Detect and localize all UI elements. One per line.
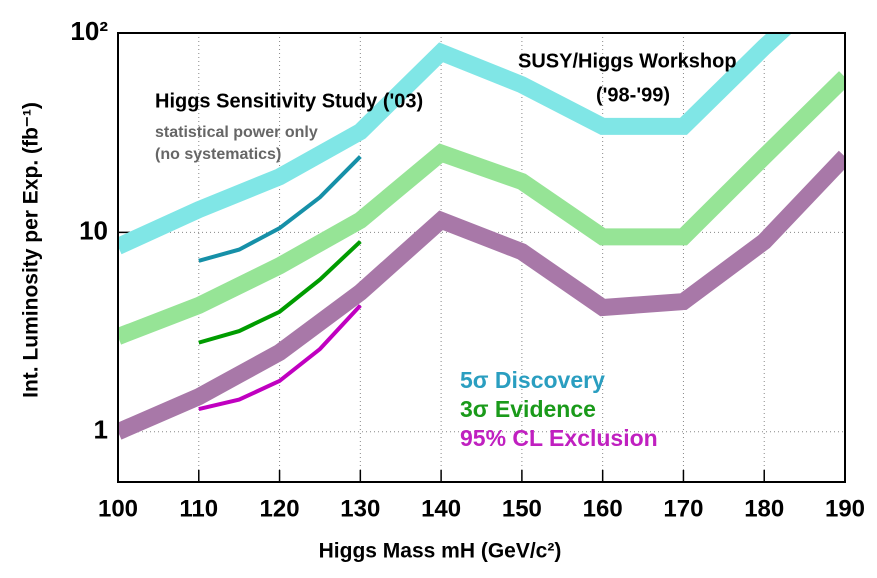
plot-area (118, 33, 845, 440)
legend-entry: 3σ Evidence (460, 396, 596, 422)
annotation: SUSY/Higgs Workshop (518, 50, 737, 72)
band (118, 71, 845, 345)
x-tick-label: 150 (502, 495, 542, 522)
y-axis-label: Int. Luminosity per Exp. (fb⁻¹) (20, 102, 43, 398)
line (198, 240, 362, 345)
band (118, 33, 793, 255)
x-tick-label: 180 (744, 495, 784, 522)
x-tick-label: 100 (98, 495, 138, 522)
line (198, 155, 362, 263)
x-tick-label: 140 (421, 495, 461, 522)
y-tick-label: 10 (79, 215, 108, 245)
line (198, 304, 362, 412)
plot-frame (117, 32, 846, 483)
x-tick-label: 170 (663, 495, 703, 522)
x-tick-label: 120 (260, 495, 300, 522)
x-tick-label: 160 (583, 495, 623, 522)
y-tick-label: 1 (94, 415, 108, 445)
annotation: Higgs Sensitivity Study ('03) (155, 90, 423, 112)
x-axis-label: Higgs Mass mH (GeV/c²) (319, 540, 562, 563)
annotation: ('98-'99) (596, 84, 670, 106)
legend-entry: 95% CL Exclusion (460, 425, 658, 451)
x-tick-label: 110 (179, 495, 218, 522)
annotation: (no systematics) (155, 146, 281, 163)
annotation: statistical power only (155, 124, 318, 141)
x-tick-label: 130 (340, 495, 380, 522)
legend-entry: 5σ Discovery (460, 367, 605, 393)
y-tick-label: 10² (70, 16, 108, 46)
band (118, 150, 845, 440)
x-tick-label: 190 (825, 495, 865, 522)
